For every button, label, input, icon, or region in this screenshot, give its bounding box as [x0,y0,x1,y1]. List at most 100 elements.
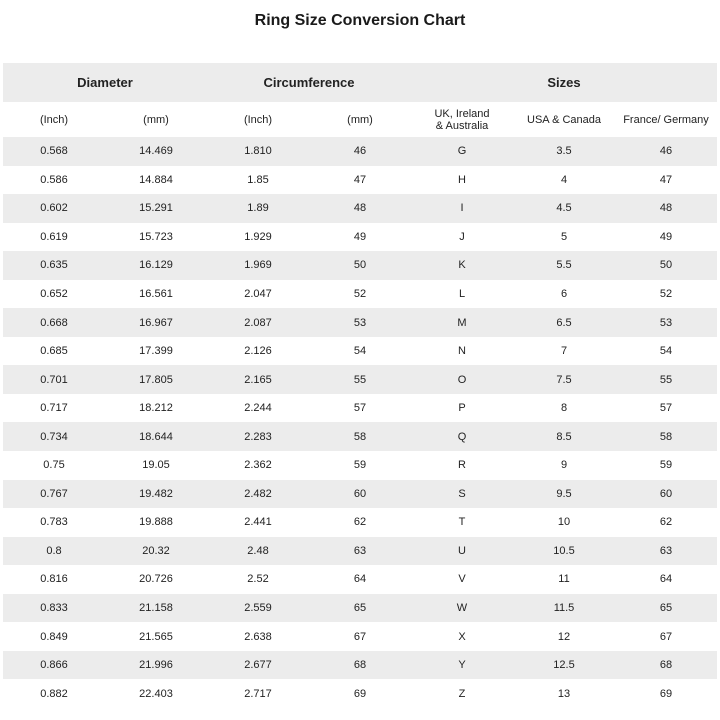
table-cell: 55 [615,365,717,394]
table-cell: 11 [558,573,570,586]
table-cell: R [458,459,466,472]
table-cell: 2.677 [207,650,309,680]
table-cell: 58 [309,422,411,452]
table-cell: 1.810 [207,137,309,166]
table-cell: 57 [659,402,673,415]
table-cell: 0.833 [3,593,105,623]
table-cell: 0.734 [3,422,105,452]
table-cell: 59 [353,459,367,472]
group-header-row: Diameter Circumference Sizes [3,63,717,102]
table-cell: 60 [309,479,411,509]
table-cell: 20.32 [105,536,207,566]
table-cell: 1.969 [207,251,309,280]
table-cell: 2.047 [244,288,272,300]
table-cell: 0.602 [3,194,105,223]
table-cell: 5.5 [513,251,615,280]
table-cell: 67 [353,630,367,643]
group-header-circumference: Circumference [207,63,411,102]
table-cell: 14.884 [139,173,173,186]
table-cell: 13 [557,687,571,700]
table-row: 0.701 17.805 2.165 55 O 7.5 55 [3,365,717,394]
table-cell: 6 [560,288,568,300]
table-cell: 12.5 [513,650,615,680]
table-cell: V [458,573,466,586]
table-cell: 9 [560,459,568,472]
table-row: 0.75 19.05 2.362 59 R 9 59 [3,451,717,480]
table-cell: 4 [560,173,568,186]
table-cell: 55 [309,365,411,394]
table-cell: 16.561 [139,288,173,300]
table-cell: 0.619 [40,230,68,243]
table-cell: 53 [309,308,411,337]
table-cell: 0.586 [40,173,68,186]
group-header-diameter: Diameter [3,63,207,102]
table-cell: P [458,402,466,415]
table-cell: 52 [659,288,673,300]
table-cell: Q [411,422,513,452]
table-cell: 52 [353,288,367,300]
table-cell: L [458,288,466,300]
table-cell: 2.244 [244,402,272,415]
table-cell: 0.685 [40,345,68,358]
table-cell: 20.726 [139,573,173,586]
ring-size-table: Diameter Circumference Sizes (Inch) (mm)(… [3,63,717,708]
table-cell: 17.805 [105,365,207,394]
table-cell: 53 [615,308,717,337]
table-row: 0.8 20.32 2.48 63 U 10.5 63 [3,536,717,566]
table-cell: 2.482 [207,479,309,509]
table-cell: 64 [353,573,367,586]
column-header: USA & Canada [513,102,615,137]
table-cell: 7.5 [513,365,615,394]
table-cell: 0.75 [43,459,65,472]
table-cell: 2.165 [207,365,309,394]
table-cell: 8.5 [513,422,615,452]
table-cell: 0.849 [40,630,68,643]
table-row: 0.816 20.726 2.52 64 V 11 64 [3,565,717,594]
table-cell: 1.85 [247,173,269,186]
table-row: 0.619 15.723 1.929 49 J 5 49 [3,223,717,252]
table-cell: 64 [659,573,673,586]
table-cell: 0.668 [3,308,105,337]
table-cell: 69 [659,687,673,700]
table-cell: 50 [309,251,411,280]
table-cell: N [458,345,466,358]
table-row: 0.882 22.403 2.717 69 Z 13 69 [3,679,717,708]
table-row: 0.652 16.561 2.047 52 L 6 52 [3,280,717,309]
table-cell: 16.967 [105,308,207,337]
table-cell: 2.559 [207,593,309,623]
table-row: 0.783 19.888 2.441 62 T 10 62 [3,508,717,537]
table-cell: 0.701 [3,365,105,394]
table-cell: 9.5 [513,479,615,509]
table-row: 0.833 21.158 2.559 65 W 11.5 65 [3,593,717,623]
column-header: (Inch) [207,102,309,137]
table-cell: 16.129 [105,251,207,280]
table-cell: I [411,194,513,223]
table-cell: 6.5 [513,308,615,337]
table-cell: 0.635 [3,251,105,280]
column-header: UK, Ireland & Australia [411,102,513,137]
table-cell: Z [458,687,466,700]
table-cell: G [411,137,513,166]
table-cell: 65 [309,593,411,623]
table-cell: 11.5 [513,593,615,623]
table-cell: 47 [659,173,673,186]
table-cell: 7 [560,345,568,358]
table-cell: 5 [560,230,568,243]
table-cell: 15.723 [139,230,173,243]
table-cell: 54 [659,345,673,358]
table-row: 0.849 21.565 2.638 67 X 12 67 [3,622,717,651]
table-cell: 0.882 [40,687,68,700]
table-cell: 57 [353,402,367,415]
table-cell: T [458,516,466,529]
table-cell: 0.652 [40,288,68,300]
table-cell: S [411,479,513,509]
table-cell: 46 [615,137,717,166]
table-cell: 10.5 [513,536,615,566]
table-cell: 2.362 [244,459,272,472]
table-cell: 67 [659,630,673,643]
table-cell: 2.48 [207,536,309,566]
table-cell: 63 [615,536,717,566]
table-cell: 18.644 [105,422,207,452]
table-cell: 19.482 [105,479,207,509]
table-row: 0.586 14.884 1.85 47 H 4 47 [3,166,717,195]
